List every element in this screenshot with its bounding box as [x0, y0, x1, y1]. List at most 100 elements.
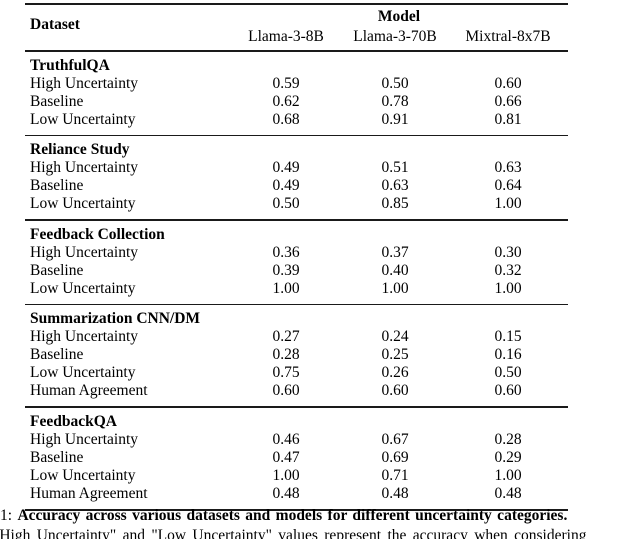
- cell-value: 0.48: [494, 484, 522, 502]
- row-label: High Uncertainty: [30, 74, 139, 92]
- table-section: TruthfulQA High Uncertainty 0.59 0.50 0.60 Ba…: [25, 52, 568, 135]
- caption-title: Accuracy across various datasets and mod…: [17, 507, 568, 524]
- cell-value: 0.39: [272, 261, 300, 279]
- results-table: Dataset Model Llama-3-8B Llama-3-70B Mix…: [25, 3, 568, 511]
- cell-value: 0.50: [381, 74, 409, 92]
- section-divider-rule: [25, 406, 568, 408]
- cell-value: 0.63: [494, 159, 522, 176]
- cell-value: 0.63: [381, 177, 409, 194]
- row-label: Low Uncertainty: [30, 195, 136, 212]
- cell-value: 0.69: [381, 448, 409, 466]
- table-row: High Uncertainty 0.59 0.50 0.60: [25, 75, 568, 93]
- section-title: Feedback Collection: [30, 225, 165, 243]
- cell-value: 0.49: [272, 177, 300, 194]
- table-top-rule: [25, 3, 568, 5]
- section-header-row: Summarization CNN/DM: [25, 310, 568, 328]
- table-row: Baseline 0.28 0.25 0.16: [25, 346, 568, 364]
- cell-value: 0.46: [272, 430, 300, 448]
- cell-value: 0.29: [494, 448, 522, 466]
- cell-value: 0.60: [494, 382, 522, 399]
- section-divider-rule: [25, 219, 568, 221]
- table-row: Baseline 0.62 0.78 0.66: [25, 93, 568, 111]
- row-label: Baseline: [30, 92, 84, 110]
- row-label: Low Uncertainty: [30, 466, 136, 484]
- row-label: Baseline: [30, 448, 84, 466]
- cell-value: 0.25: [381, 346, 409, 363]
- table-section: Reliance Study High Uncertainty 0.49 0.51 0.…: [25, 136, 568, 219]
- row-label: Low Uncertainty: [30, 364, 136, 381]
- table-row: High Uncertainty 0.27 0.24 0.15: [25, 328, 568, 346]
- cell-value: 0.50: [494, 364, 522, 381]
- cell-value: 0.48: [381, 484, 409, 502]
- table-row: Low Uncertainty 0.75 0.26 0.50: [25, 364, 568, 382]
- cell-value: 1.00: [494, 466, 522, 484]
- cell-value: 0.85: [381, 195, 409, 212]
- table-row: High Uncertainty 0.36 0.37 0.30: [25, 244, 568, 262]
- cell-value: 0.24: [381, 328, 409, 345]
- caption-body-line: "High Uncertainty" and "Low Uncertainty"…: [0, 527, 587, 539]
- table-row: High Uncertainty 0.49 0.51 0.63: [25, 159, 568, 177]
- table-row: Low Uncertainty 0.50 0.85 1.00: [25, 195, 568, 213]
- section-header-row: Feedback Collection: [25, 226, 568, 244]
- table-section: FeedbackQA High Uncertainty 0.46 0.67 0.28 Ba…: [25, 408, 568, 509]
- table-row: Low Uncertainty 0.68 0.91 0.81: [25, 111, 568, 129]
- cell-value: 0.30: [494, 243, 522, 261]
- cell-value: 0.67: [381, 430, 409, 448]
- model-column-header: Llama-3-8B: [248, 28, 324, 45]
- cell-value: 0.60: [272, 382, 300, 399]
- cell-value: 0.81: [494, 110, 522, 128]
- row-label: Human Agreement: [30, 484, 148, 502]
- section-header-row: Reliance Study: [25, 141, 568, 159]
- model-column-header: Llama-3-70B: [353, 28, 437, 45]
- row-label: Human Agreement: [30, 382, 148, 399]
- cell-value: 0.47: [272, 448, 300, 466]
- cell-value: 0.75: [272, 364, 300, 381]
- cell-value: 0.68: [272, 110, 300, 128]
- table-row: Baseline 0.47 0.69 0.29: [25, 449, 568, 467]
- cell-value: 0.40: [381, 261, 409, 279]
- table-header: Dataset Model Llama-3-8B Llama-3-70B Mix…: [25, 5, 568, 50]
- table-row: Baseline 0.39 0.40 0.32: [25, 262, 568, 280]
- model-header-group: Model Llama-3-8B Llama-3-70B Mixtral-8x7…: [230, 7, 568, 47]
- row-label: Baseline: [30, 177, 84, 194]
- cell-value: 0.60: [381, 382, 409, 399]
- model-names-row: Llama-3-8B Llama-3-70B Mixtral-8x7B: [230, 27, 568, 47]
- table-row: High Uncertainty 0.46 0.67 0.28: [25, 431, 568, 449]
- cell-value: 0.71: [381, 466, 409, 484]
- cell-value: 0.59: [272, 74, 300, 92]
- dataset-column-header: Dataset: [30, 16, 80, 33]
- table-bottom-rule: [25, 508, 568, 511]
- table-row: Baseline 0.49 0.63 0.64: [25, 177, 568, 195]
- section-title: Reliance Study: [30, 141, 130, 158]
- row-label: High Uncertainty: [30, 159, 139, 176]
- cell-value: 0.36: [272, 243, 300, 261]
- table-row: Human Agreement 0.60 0.60 0.60: [25, 382, 568, 400]
- cell-value: 0.26: [381, 364, 409, 381]
- cell-value: 0.91: [381, 110, 409, 128]
- cell-value: 0.28: [494, 430, 522, 448]
- cell-value: 1.00: [272, 279, 300, 297]
- section-header-row: FeedbackQA: [25, 413, 568, 431]
- cell-value: 0.16: [494, 346, 522, 363]
- cell-value: 1.00: [381, 279, 409, 297]
- section-header-row: TruthfulQA: [25, 57, 568, 75]
- cell-value: 0.49: [272, 159, 300, 176]
- row-label: High Uncertainty: [30, 430, 139, 448]
- section-title: FeedbackQA: [30, 412, 117, 430]
- table-row: Low Uncertainty 1.00 1.00 1.00: [25, 280, 568, 298]
- row-label: Low Uncertainty: [30, 110, 136, 128]
- table-section: Feedback Collection High Uncertainty 0.36 0…: [25, 221, 568, 304]
- cell-value: 0.37: [381, 243, 409, 261]
- cell-value: 1.00: [272, 466, 300, 484]
- cell-value: 0.27: [272, 328, 300, 345]
- row-label: Baseline: [30, 346, 84, 363]
- section-divider-rule: [25, 134, 568, 136]
- cell-value: 0.15: [494, 328, 522, 345]
- cell-value: 0.62: [272, 92, 300, 110]
- model-column-header: Mixtral-8x7B: [465, 28, 551, 45]
- cell-value: 0.50: [272, 195, 300, 212]
- row-label: High Uncertainty: [30, 328, 139, 345]
- cell-value: 1.00: [494, 195, 522, 212]
- cell-value: 0.51: [381, 159, 409, 176]
- cell-value: 0.64: [494, 177, 522, 194]
